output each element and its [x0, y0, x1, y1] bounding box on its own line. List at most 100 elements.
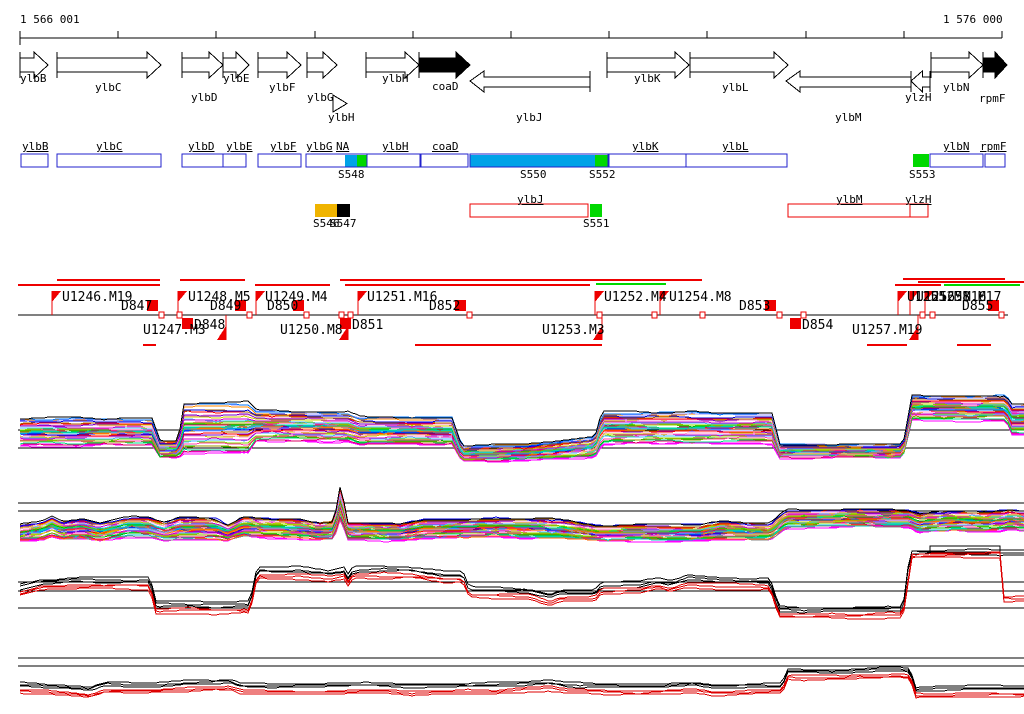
probe-open-square[interactable] — [699, 311, 706, 319]
probe-label-D851[interactable]: D851 — [352, 318, 384, 333]
probe-label-U1248.M5[interactable]: U1248.M5 — [188, 290, 251, 305]
gene-arrow-ylbN[interactable] — [930, 50, 984, 80]
expression-trace — [20, 498, 1024, 533]
probe-label-D854[interactable]: D854 — [802, 318, 834, 333]
segment-track1-box-ylbN[interactable] — [929, 153, 984, 168]
probe-flag-U1247.M3[interactable] — [217, 326, 226, 340]
probe-flag-U1252.M4[interactable] — [595, 291, 604, 302]
segment-track1-box-ylbL[interactable] — [685, 153, 788, 168]
segment-track1-box-ylbF[interactable] — [257, 153, 302, 168]
gene-arrow-ylbM[interactable] — [785, 70, 912, 94]
probe-square-D853[interactable] — [765, 300, 776, 311]
gene-arrow-ylzH[interactable] — [910, 69, 931, 94]
gene-label-ylbG: ylbG — [307, 91, 334, 104]
probe-label-D855[interactable]: D855 — [962, 299, 994, 314]
probe-square-D852[interactable] — [455, 300, 466, 311]
segment-track1-box-S553[interactable] — [913, 154, 929, 167]
segment-track1-box-coaD[interactable] — [420, 153, 469, 168]
gene-arrow-rpmF[interactable] — [982, 50, 1008, 80]
probe-label-U1258.M17[interactable]: U1258.M17 — [931, 290, 1002, 305]
probe-label-D849[interactable]: D849 — [210, 299, 242, 314]
gene-arrow-ylbF[interactable] — [257, 50, 302, 80]
gene-arrow-ylbK[interactable] — [606, 50, 690, 80]
probe-flag-U1250.M8[interactable] — [339, 326, 348, 340]
probe-label-U1255.M1[interactable]: U1255.M1 — [907, 290, 970, 305]
gene-arrow-ylbG[interactable] — [306, 50, 338, 80]
gene-arrow-ylbC[interactable] — [56, 50, 162, 80]
probe-square-D854[interactable] — [790, 318, 801, 329]
probe-label-U1246.M19[interactable]: U1246.M19 — [62, 290, 133, 305]
probe-label-U1252.M4[interactable]: U1252.M4 — [604, 290, 667, 305]
expression-trace-red — [19, 551, 1024, 616]
probe-open-square[interactable] — [776, 311, 783, 319]
probe-label-U1254.M8[interactable]: U1254.M8 — [669, 290, 732, 305]
segment-track2-box-S547[interactable] — [337, 204, 350, 217]
probe-open-square[interactable] — [158, 311, 165, 319]
probe-label-U1257.M19[interactable]: U1257.M19 — [852, 323, 923, 338]
probe-open-square[interactable] — [998, 311, 1005, 319]
probe-label-D848[interactable]: D848 — [194, 318, 226, 333]
gene-arrow-ylbB[interactable] — [19, 50, 49, 80]
gene-label-ylbD: ylbD — [191, 91, 218, 104]
segment-track2-box-ylzH[interactable] — [909, 203, 929, 218]
segment-track1-box-S550-S552[interactable] — [469, 153, 609, 168]
probe-label-D853[interactable]: D853 — [739, 299, 771, 314]
probe-open-square[interactable] — [596, 311, 603, 319]
probe-open-square[interactable] — [246, 311, 253, 319]
probe-flag-U1258.M17[interactable] — [925, 291, 934, 302]
probe-flag-U1254.M8[interactable] — [660, 291, 669, 302]
probe-label-U1251.M16[interactable]: U1251.M16 — [367, 290, 438, 305]
probe-open-square[interactable] — [919, 311, 926, 319]
probe-open-square[interactable] — [466, 311, 473, 319]
segment-track1-box-ylbH[interactable] — [366, 153, 421, 168]
segment-track1-box-ylbB[interactable] — [20, 153, 49, 168]
probe-square-D847[interactable] — [147, 300, 158, 311]
probe-flag-U1251.M16[interactable] — [358, 291, 367, 302]
probe-square-D855[interactable] — [988, 300, 999, 311]
probe-flag-U1257.M19[interactable] — [909, 326, 918, 340]
probe-open-square[interactable] — [338, 311, 345, 319]
segment-track1-box-ylbE[interactable] — [222, 153, 247, 168]
segment-track2-box-S551[interactable] — [590, 204, 602, 217]
probe-open-square[interactable] — [347, 311, 354, 319]
probe-label-D850[interactable]: D850 — [267, 299, 299, 314]
probe-flag-U1256.M16[interactable] — [910, 291, 919, 302]
probe-flag-U1249.M4[interactable] — [256, 291, 265, 302]
probe-open-square[interactable] — [176, 311, 183, 319]
probe-open-square[interactable] — [800, 311, 807, 319]
gene-arrow-ylbH[interactable] — [365, 50, 420, 80]
gene-arrow-small-ylbH[interactable] — [332, 94, 348, 113]
gene-arrow-ylbL[interactable] — [689, 50, 789, 80]
gene-arrow-coaD[interactable] — [418, 50, 471, 80]
probe-open-square[interactable] — [929, 311, 936, 319]
probe-open-square[interactable] — [651, 311, 658, 319]
probe-open-square[interactable] — [303, 311, 310, 319]
segment-track2-box-S546[interactable] — [315, 204, 337, 217]
probe-flag-U1253.M3[interactable] — [593, 326, 602, 340]
probe-square-D849[interactable] — [235, 300, 246, 311]
probe-label-D852[interactable]: D852 — [429, 299, 461, 314]
segment-track1-box-ylbD[interactable] — [181, 153, 224, 168]
gene-arrow-ylbD[interactable] — [181, 50, 224, 80]
gene-arrow-ylbJ[interactable] — [469, 70, 591, 94]
segment-track2-box-ylbJ[interactable] — [469, 203, 589, 218]
probe-square-D851[interactable] — [340, 318, 351, 329]
segment-track1-box-ylbC[interactable] — [56, 153, 162, 168]
segment-track1-box-ylbK[interactable] — [608, 153, 687, 168]
probe-flag-U1248.M5[interactable] — [178, 291, 187, 302]
probe-label-U1250.M8[interactable]: U1250.M8 — [280, 323, 343, 338]
probe-label-D847[interactable]: D847 — [121, 299, 153, 314]
probe-flag-U1246.M19[interactable] — [52, 291, 61, 302]
segment-track1-fill-S550-S552 — [470, 155, 595, 167]
gene-arrow-ylbE[interactable] — [222, 50, 250, 80]
probe-label-U1256.M16[interactable]: U1256.M16 — [916, 290, 987, 305]
probe-label-U1249.M4[interactable]: U1249.M4 — [265, 290, 328, 305]
probe-label-U1253.M3[interactable]: U1253.M3 — [542, 323, 605, 338]
probe-square-D850[interactable] — [293, 300, 304, 311]
probe-label-U1247.M3[interactable]: U1247.M3 — [143, 323, 206, 338]
probe-square-D848[interactable] — [182, 318, 193, 329]
expression-trace-red — [19, 556, 1024, 620]
segment-track1-box-rpmF[interactable] — [984, 153, 1006, 168]
probe-flag-U1255.M1[interactable] — [898, 291, 907, 302]
